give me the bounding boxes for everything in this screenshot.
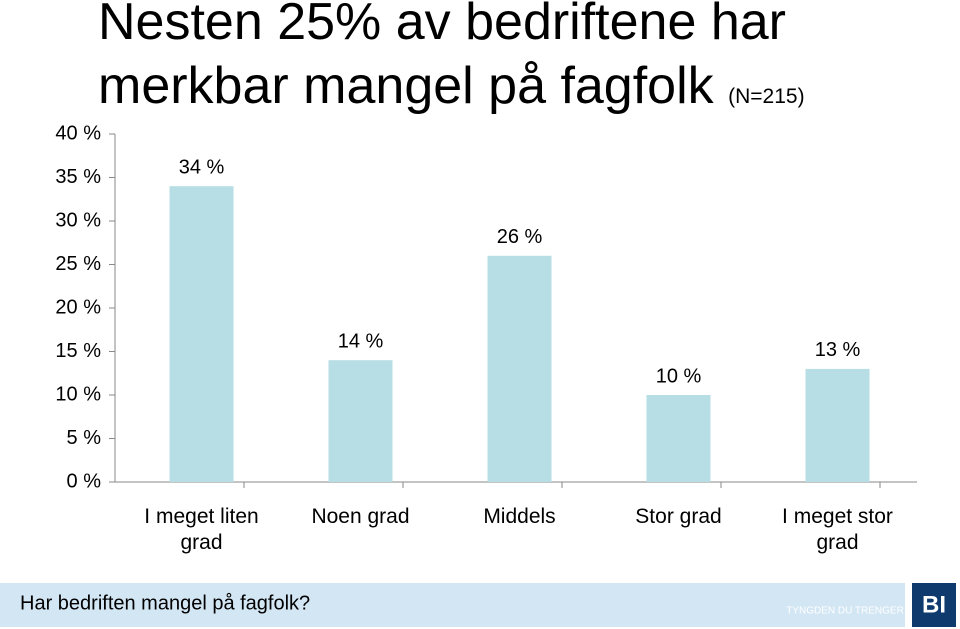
logo: BI xyxy=(922,591,946,618)
bar xyxy=(328,360,393,482)
footer-question: Har bedriften mangel på fagfolk? xyxy=(20,592,310,614)
y-tick-label: 15 % xyxy=(55,340,101,362)
value-label: 26 % xyxy=(497,226,543,248)
bar xyxy=(169,186,234,482)
y-tick-label: 35 % xyxy=(55,166,101,188)
chart-title-block: Nesten 25% av bedriftene har merkbar man… xyxy=(98,0,888,129)
bar xyxy=(487,255,552,482)
x-tick-label: Stor grad xyxy=(635,505,722,528)
logo-box xyxy=(912,583,956,627)
y-tick-label: 25 % xyxy=(55,253,101,275)
x-tick-label: Noen grad xyxy=(311,505,410,528)
footer-slogan: TYNGDEN DU TRENGER xyxy=(786,606,904,617)
value-label: 14 % xyxy=(338,330,384,352)
x-tick-label: I meget stor grad xyxy=(782,505,893,554)
y-tick-label: 30 % xyxy=(55,209,101,231)
y-tick-label: 40 % xyxy=(55,122,101,144)
x-tick-label: I meget liten grad xyxy=(144,505,259,554)
y-tick-label: 5 % xyxy=(67,427,102,449)
bar xyxy=(805,368,870,482)
chart-subtitle: (N=215) xyxy=(728,85,805,108)
bar xyxy=(646,395,711,482)
y-tick-label: 10 % xyxy=(55,383,101,405)
value-label: 13 % xyxy=(815,339,861,361)
chart-title: Nesten 25% av bedriftene har merkbar man… xyxy=(98,0,786,115)
value-label: 10 % xyxy=(656,365,702,387)
x-tick-label: Middels xyxy=(483,505,556,528)
y-tick-label: 0 % xyxy=(67,470,102,492)
footer-band xyxy=(0,583,905,627)
value-label: 34 % xyxy=(179,156,225,178)
y-tick-label: 20 % xyxy=(55,296,101,318)
